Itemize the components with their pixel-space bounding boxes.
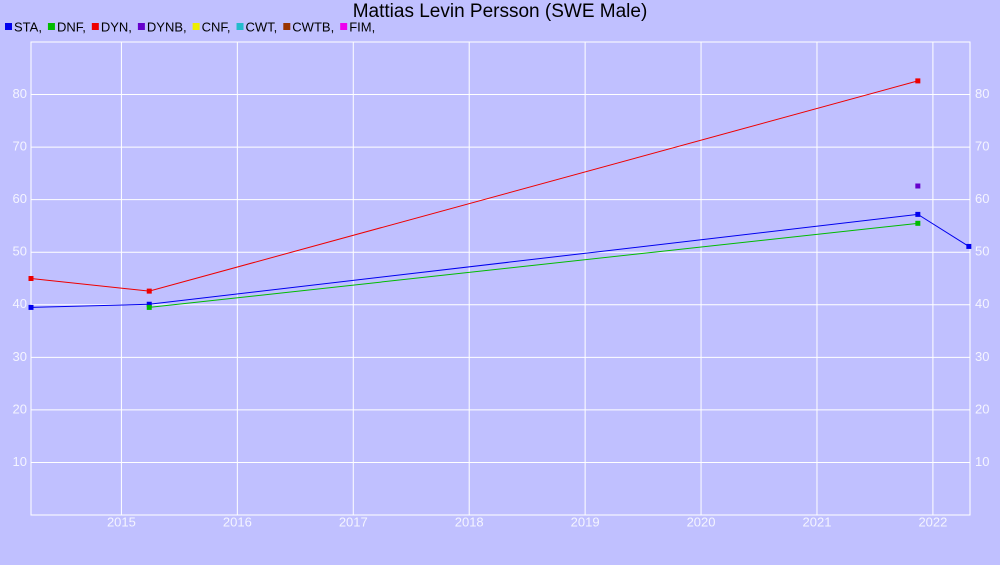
legend-label: DNF, [57, 19, 86, 34]
y2-tick-label: 10 [975, 454, 989, 469]
y2-tick-label: 30 [975, 349, 989, 364]
legend-swatch [340, 23, 348, 30]
x-tick-label: 2021 [803, 514, 832, 529]
x-tick-label: 2017 [339, 514, 368, 529]
data-point [28, 304, 34, 310]
legend-label: FIM, [349, 19, 375, 34]
x-tick-label: 2015 [107, 514, 136, 529]
y-tick-label: 70 [13, 139, 27, 154]
y2-tick-label: 60 [975, 191, 989, 206]
chart-title: Mattias Levin Persson (SWE Male) [353, 1, 648, 22]
y-tick-label: 80 [13, 86, 27, 101]
legend-label: CNF, [202, 19, 231, 34]
legend-swatch [236, 23, 244, 30]
legend-label: CWTB, [292, 19, 334, 34]
x-tick-label: 2016 [223, 514, 252, 529]
y-tick-label: 20 [13, 401, 27, 416]
data-point [146, 301, 152, 307]
legend-swatch [5, 23, 12, 30]
y-tick-label: 50 [13, 244, 27, 259]
legend-swatch [91, 23, 99, 30]
legend-label: DYN, [101, 19, 132, 34]
data-point [146, 288, 152, 294]
legend-label: STA, [14, 19, 42, 34]
y2-tick-label: 50 [975, 244, 989, 259]
series-line [149, 222, 918, 308]
x-tick-label: 2018 [455, 514, 484, 529]
legend-swatch [47, 23, 55, 30]
data-point [28, 276, 34, 281]
data-point [915, 183, 921, 189]
data-point [915, 211, 921, 217]
legend-swatch [283, 23, 291, 30]
y2-tick-label: 70 [975, 139, 989, 154]
y-tick-label: 40 [13, 296, 27, 311]
legend-swatch [192, 23, 200, 30]
data-point [915, 220, 921, 226]
series-line [30, 213, 970, 308]
data-point [966, 243, 972, 249]
y-tick-label: 10 [13, 454, 27, 469]
legend-label: DYNB, [147, 19, 187, 34]
y2-tick-label: 80 [975, 86, 989, 101]
legend-swatch [137, 23, 145, 30]
y-tick-label: 60 [13, 191, 27, 206]
x-tick-label: 2020 [687, 514, 716, 529]
y2-tick-label: 20 [975, 401, 989, 416]
data-point [915, 78, 921, 84]
x-tick-label: 2019 [571, 514, 600, 529]
y-tick-label: 30 [13, 349, 27, 364]
legend-label: CWT, [246, 19, 278, 34]
data-point [146, 304, 152, 310]
x-tick-label: 2022 [918, 514, 947, 529]
y2-tick-label: 40 [975, 296, 989, 311]
